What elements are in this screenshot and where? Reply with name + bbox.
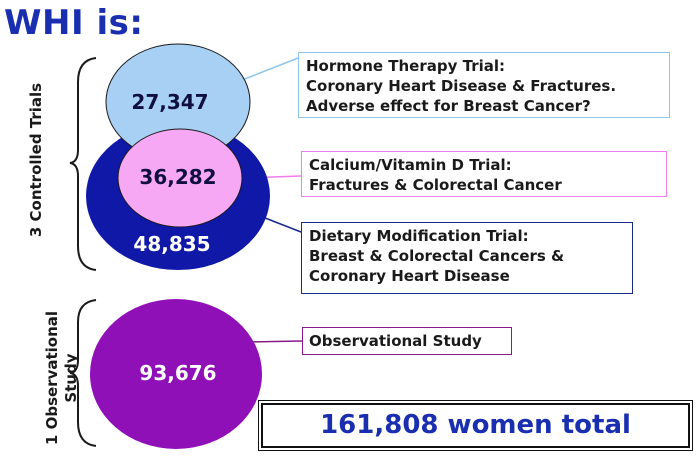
description-observational-line1: Observational Study xyxy=(309,332,482,350)
description-calcium-line2: Fractures & Colorectal Cancer xyxy=(309,176,562,194)
description-hormone: Hormone Therapy Trial: Coronary Heart Di… xyxy=(298,52,670,118)
group-label-trials: 3 Controlled Trials xyxy=(27,82,45,238)
group-label-observational-line2: Study xyxy=(62,353,80,403)
group-label-observational: 1 Observational Study xyxy=(43,303,83,453)
count-hormone: 27,347 xyxy=(131,90,209,114)
description-dietary-line2: Breast & Colorectal Cancers & xyxy=(309,247,565,265)
description-dietary-line1: Dietary Modification Trial: xyxy=(309,227,529,245)
description-hormone-line2: Coronary Heart Disease & Fractures. xyxy=(306,77,617,95)
count-dietary: 48,835 xyxy=(133,232,211,256)
description-hormone-line3: Adverse effect for Breast Cancer? xyxy=(306,97,591,115)
count-calcium: 36,282 xyxy=(139,165,217,189)
group-label-observational-line1: 1 Observational xyxy=(43,310,61,446)
page-title: WHI is: xyxy=(4,3,144,43)
brace-observational xyxy=(69,299,97,447)
description-calcium-line1: Calcium/Vitamin D Trial: xyxy=(309,156,512,174)
brace-trials xyxy=(69,57,97,271)
description-dietary-line3: Coronary Heart Disease xyxy=(309,267,510,285)
circle-observational xyxy=(90,299,262,449)
total-women-box: 161,808 women total xyxy=(258,400,693,451)
connector-dietary xyxy=(259,215,302,233)
circle-calcium xyxy=(117,128,243,228)
description-observational: Observational Study xyxy=(302,327,512,355)
description-calcium: Calcium/Vitamin D Trial: Fractures & Col… xyxy=(301,151,667,197)
description-dietary: Dietary Modification Trial: Breast & Col… xyxy=(301,222,633,294)
count-observational: 93,676 xyxy=(139,361,217,385)
description-hormone-line1: Hormone Therapy Trial: xyxy=(306,57,505,75)
connector-observational xyxy=(245,340,303,343)
